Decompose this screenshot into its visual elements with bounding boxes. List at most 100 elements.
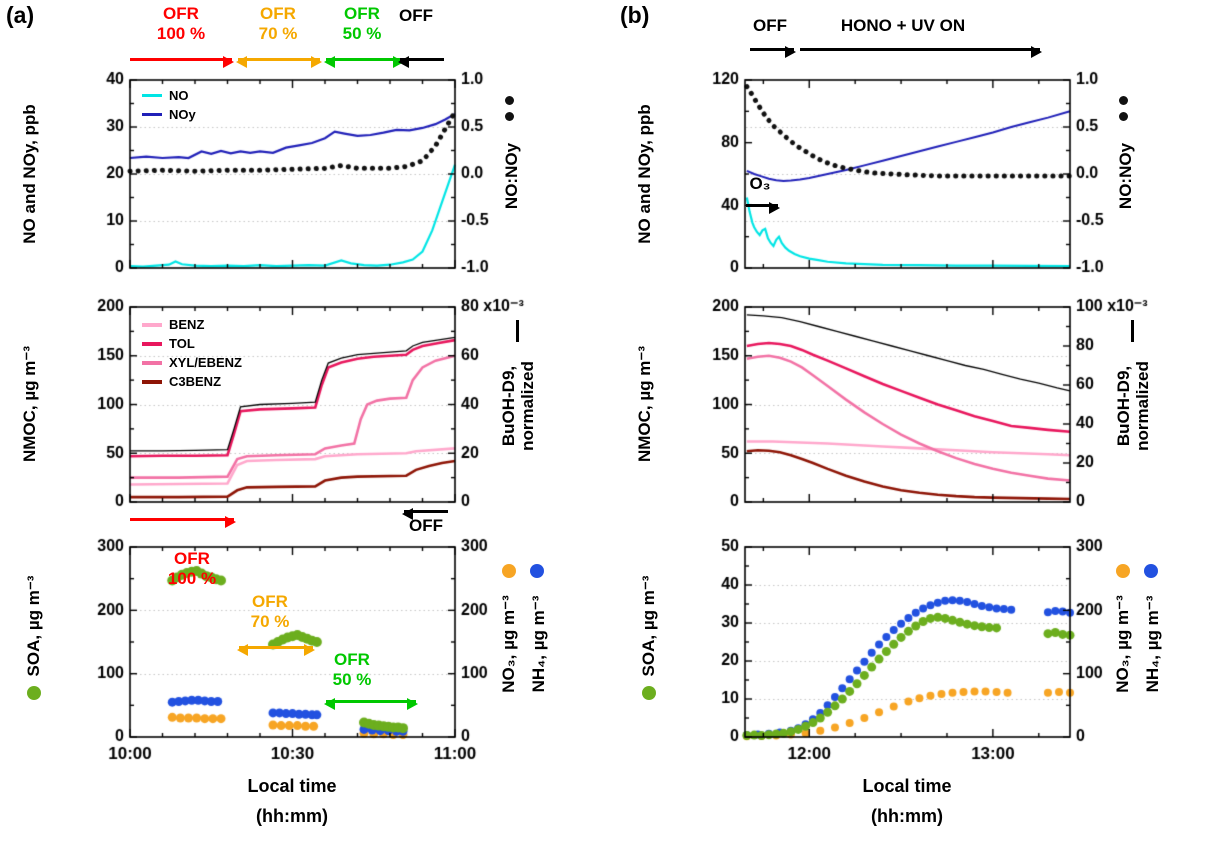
ofr-mid-arrow: [130, 516, 236, 528]
legend-label-noy: NOy: [169, 107, 196, 122]
no-noy-marker-dot: [1119, 96, 1128, 105]
benz-line-swatch: [142, 322, 162, 327]
no-noy-marker-dot: [1119, 112, 1128, 121]
panel-a-label: (a): [6, 2, 35, 28]
noy-line-swatch: [142, 113, 162, 116]
no3-marker-dot: [1144, 564, 1158, 578]
buoh-title-line1: BuOH-D9,: [498, 365, 518, 447]
ofr-70-arrow: [236, 56, 322, 68]
soa-ofr-70-arrow: [237, 644, 315, 656]
x-axis-title-a-line2: (hh:mm): [256, 806, 328, 826]
off-mid-annotation: OFF: [409, 516, 443, 536]
legend-item-noy: NOy: [142, 107, 196, 122]
off-annotation-b: OFF: [753, 16, 787, 36]
chart-b-no-noy: [697, 68, 1172, 276]
legend-item-c3benz: C3BENZ: [142, 374, 242, 389]
buoh-title-line2: normalized: [518, 361, 537, 451]
nh4-marker-dot: [502, 564, 516, 578]
axis-title-a-no-noy-left: NO and NOy, ppb: [20, 104, 39, 244]
soa-marker-dot: [642, 686, 656, 700]
c3benz-line-swatch: [142, 379, 162, 384]
ofr-50-line2: 50 %: [342, 24, 382, 44]
axis-title-a-soa-left: SOA, µg m⁻³: [24, 575, 43, 677]
nh4-marker-dot: [1116, 564, 1130, 578]
hono-uv-label: HONO + UV ON: [840, 16, 966, 35]
chart-a-soa: [82, 535, 557, 771]
chart-a-no-noy: [82, 68, 557, 276]
chart-b-nmoc: [697, 293, 1172, 508]
no-line-swatch: [142, 94, 162, 97]
ofr-100-line1: OFR: [163, 4, 199, 23]
x-axis-title-b-line2: (hh:mm): [871, 806, 943, 826]
buoh-line-marker: [516, 320, 519, 342]
soa-ofr-70-annotation: OFR 70 %: [251, 592, 290, 632]
ofr-100-annotation: OFR 100 %: [157, 4, 205, 44]
ofr-70-line2: 70 %: [258, 24, 298, 44]
x-axis-title-b-line1: Local time: [862, 776, 952, 796]
chart-a-nmoc: [82, 293, 557, 508]
xyl-ebenz-line-swatch: [142, 360, 162, 365]
legend-a-no-noy: NO NOy: [142, 88, 196, 122]
axis-title-b-soa-left: SOA, µg m⁻³: [639, 575, 658, 677]
legend-item-no: NO: [142, 88, 196, 103]
legend-item-tol: TOL: [142, 336, 242, 351]
soa-ofr-100-line1: OFR: [174, 549, 210, 568]
axis-title-a-no-noy-right: NO:NOy: [502, 142, 521, 210]
axis-title-a-nh4-right: NH₄, µg m⁻³: [529, 595, 548, 693]
ofr-50-arrow: [324, 56, 404, 68]
ofr-70-line1: OFR: [260, 4, 296, 23]
axis-title-b-nmoc-left: NMOC, µg m⁻³: [635, 345, 654, 463]
buoh-line-marker: [1131, 320, 1134, 342]
o3-annotation: O₃: [749, 174, 770, 194]
legend-a-nmoc: BENZ TOL XYL/EBENZ C3BENZ: [142, 317, 242, 389]
axis-title-a-buoh-right: BuOH-D9, normalized: [499, 361, 537, 451]
soa-ofr-50-line2: 50 %: [332, 670, 372, 690]
axis-title-b-no3-right: NO₃, µg m⁻³: [1113, 595, 1132, 693]
off-label-b: OFF: [753, 16, 787, 35]
axis-title-b-buoh-right: BuOH-D9, normalized: [1114, 361, 1152, 451]
off-top-annotation-a: OFF: [399, 6, 433, 26]
soa-ofr-100-line2: 100 %: [167, 569, 217, 589]
soa-ofr-70-line2: 70 %: [250, 612, 290, 632]
hono-uv-annotation: HONO + UV ON: [841, 16, 965, 36]
ofr-70-annotation: OFR 70 %: [259, 4, 298, 44]
off-top-label-a: OFF: [399, 6, 433, 25]
x-axis-title-a-line1: Local time: [247, 776, 337, 796]
hono-uv-arrow: [800, 46, 1042, 58]
ofr-100-line2: 100 %: [156, 24, 206, 44]
legend-label-no: NO: [169, 88, 189, 103]
legend-label-c3benz: C3BENZ: [169, 374, 222, 389]
o3-label: O₃: [749, 174, 771, 193]
panel-b-label: (b): [620, 2, 650, 28]
legend-label-tol: TOL: [169, 336, 195, 351]
chart-b-soa: [697, 535, 1172, 771]
axis-title-a-nmoc-left: NMOC, µg m⁻³: [20, 345, 39, 463]
ofr-50-annotation: OFR 50 %: [343, 4, 382, 44]
off-arrow-b: [750, 46, 796, 58]
soa-ofr-100-annotation: OFR 100 %: [168, 549, 216, 589]
ofr-100-arrow: [130, 56, 234, 68]
axis-title-b-no-noy-right: NO:NOy: [1116, 142, 1135, 210]
buoh-title-line1: BuOH-D9,: [1113, 365, 1133, 447]
legend-item-xyl-ebenz: XYL/EBENZ: [142, 355, 242, 370]
legend-item-benz: BENZ: [142, 317, 242, 332]
tol-line-swatch: [142, 341, 162, 346]
no-noy-marker-dot: [505, 112, 514, 121]
soa-ofr-50-arrow: [324, 698, 418, 710]
no3-marker-dot: [530, 564, 544, 578]
axis-title-b-nh4-right: NH₄, µg m⁻³: [1143, 595, 1162, 693]
soa-marker-dot: [27, 686, 41, 700]
buoh-title-line2: normalized: [1133, 361, 1152, 451]
axis-title-a-no3-right: NO₃, µg m⁻³: [499, 595, 518, 693]
soa-ofr-70-line1: OFR: [252, 592, 288, 611]
legend-label-xyl-ebenz: XYL/EBENZ: [169, 355, 242, 370]
soa-ofr-50-line1: OFR: [334, 650, 370, 669]
ofr-50-line1: OFR: [344, 4, 380, 23]
o3-arrow: [746, 202, 780, 214]
axis-title-b-no-noy-left: NO and NOy, ppb: [635, 104, 654, 244]
off-mid-arrow: [402, 508, 448, 520]
soa-ofr-50-annotation: OFR 50 %: [333, 650, 372, 690]
no-noy-marker-dot: [505, 96, 514, 105]
legend-label-benz: BENZ: [169, 317, 205, 332]
